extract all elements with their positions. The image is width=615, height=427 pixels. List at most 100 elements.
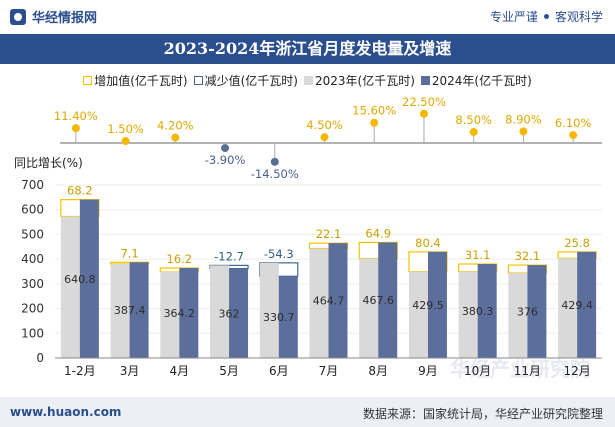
y-tick-label: 400 [21,252,44,266]
change-label: 80.4 [415,236,441,250]
growth-point [419,109,428,118]
brand: 华经情报网 [10,7,97,26]
value-label-2024: 362 [219,307,240,320]
footer-source: 数据来源：国家统计局，华经产业研究院整理 [362,407,603,421]
brand-logo-icon [10,8,26,25]
growth-label: 8.50% [455,113,492,127]
top-bar: 华经情报网 专业严谨 客观科学 [0,0,615,34]
bar-2023 [259,262,279,358]
bar-2024 [477,264,497,358]
change-label: 31.1 [465,248,491,262]
growth-label: 4.50% [306,118,343,132]
bars: 68.2 640.8 7.1 387.4 16.2 364.2 -12.7 362 -54.3 3… [60,184,597,358]
change-label: 32.1 [515,249,541,263]
growth-point [121,137,130,146]
watermark: 华经产业研究院 [450,357,590,381]
y-tick-label: 0 [36,351,44,365]
value-label-2024: 467.6 [362,294,394,307]
legend-label-2024: 2024年(亿千瓦时) [431,74,532,88]
bar-2024 [278,276,298,358]
y-tick-label: 500 [21,227,44,241]
growth-label: -14.50% [251,167,299,181]
growth-label: 8.90% [505,112,542,126]
footer-url[interactable]: www.huaon.com [10,405,122,419]
legend-item-2024: 2024年(亿千瓦时) [420,72,532,89]
value-label-2024: 640.8 [64,273,96,286]
change-label: 7.1 [120,246,138,260]
bar-2024 [527,265,547,358]
bar-2023 [508,273,528,358]
legend: 增加值(亿千瓦时) 减少值(亿千瓦时) 2023年(亿千瓦时) 2024年(亿千… [0,72,615,89]
bar-2023 [309,248,329,358]
bar-2023 [210,265,230,358]
growth-label: 4.20% [157,119,194,133]
y-tick-label: 200 [21,302,44,316]
change-label: 25.8 [564,236,590,250]
growth-point [569,131,578,140]
legend-swatch-decrease-icon [193,76,203,85]
legend-swatch-2024-icon [420,76,430,85]
x-tick-label: 8月 [368,364,388,378]
slogan: 专业严谨 客观科学 [490,8,603,25]
watermark-text: 华经产业研究院 [450,357,590,381]
slogan-left: 专业严谨 [489,10,538,24]
growth-layer: 11.40% 1.50% 4.20% -3.90% -14.50% 4.50% 15.60%… [54,95,592,181]
change-label: 16.2 [167,252,193,266]
growth-label: 15.60% [352,104,396,118]
change-label: -12.7 [214,249,244,263]
growth-label: 22.50% [402,95,446,109]
y-tick-label: 100 [21,326,44,340]
value-label-2024: 429.5 [412,299,444,312]
bar-2024 [179,267,199,358]
growth-point [71,124,80,133]
x-tick-label: 12月 [563,364,590,378]
x-tick-label: 3月 [120,364,140,378]
legend-item-decrease: 减少值(亿千瓦时) [193,72,298,89]
change-label: 64.9 [365,226,391,240]
change-label: -54.3 [264,247,294,261]
legend-item-2023: 2023年(亿千瓦时) [303,72,415,89]
value-label-2024: 330.7 [263,311,295,324]
value-label-2024: 364.2 [164,307,196,320]
x-tick-label: 4月 [169,364,189,378]
value-label-2024: 387.4 [114,304,146,317]
bar-2023 [408,271,428,358]
x-tick-label: 10月 [464,364,491,378]
bar-2024 [229,268,249,358]
growth-label: -3.90% [205,153,246,167]
x-axis: 1-2月 3月 4月 5月 6月 7月 8月 9月 10月 11月 12月 [64,364,591,378]
bar-2024 [378,242,398,358]
change-label: 22.1 [316,227,342,241]
growth-point [320,133,329,142]
bar-2024 [427,251,447,358]
change-label: 68.2 [67,184,93,198]
growth-point [370,118,379,127]
growth-point [270,157,279,166]
bar-2023 [558,258,578,358]
x-tick-label: 9月 [418,364,438,378]
growth-label: 6.10% [555,116,592,130]
footer: www.huaon.com 数据来源：国家统计局，华经产业研究院整理 [0,397,615,427]
slogan-right: 客观科学 [554,10,603,24]
y-tick-label: 600 [21,203,44,217]
value-label-2024: 376 [517,306,538,319]
legend-label-2023: 2023年(亿千瓦时) [314,74,415,88]
y-tick-label: 700 [21,178,44,192]
y-tick-label: 300 [21,277,44,291]
legend-swatch-increase-icon [83,76,93,85]
x-tick-label: 6月 [269,364,289,378]
brand-name: 华经情报网 [32,11,98,26]
bar-2023 [110,264,130,358]
dot-separator-icon [543,14,549,19]
bar-2024 [328,243,348,358]
x-tick-label: 7月 [319,364,339,378]
bar-2024 [129,262,149,358]
value-label-2024: 464.7 [313,295,345,308]
legend-label-decrease: 减少值(亿千瓦时) [204,74,298,88]
y-axis-label: 同比增长(%) [14,156,83,170]
legend-swatch-2023-icon [303,76,313,85]
growth-label: 11.40% [54,109,98,123]
bar-2023 [160,271,180,358]
legend-label-increase: 增加值(亿千瓦时) [94,74,188,88]
x-tick-label: 11月 [514,364,541,378]
